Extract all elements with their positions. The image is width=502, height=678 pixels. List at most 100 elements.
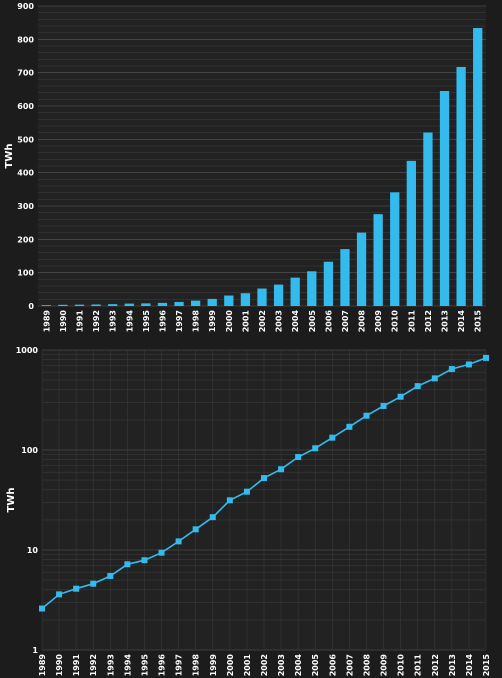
- x-tick-label: 2003: [275, 310, 284, 332]
- bar-2001: [240, 293, 251, 306]
- point-1998: [192, 526, 199, 533]
- x-tick-label: 1996: [158, 654, 167, 677]
- bar-1996: [157, 302, 168, 306]
- point-2013: [448, 366, 455, 373]
- x-tick-label: 2006: [324, 310, 333, 333]
- point-1990: [56, 591, 63, 598]
- y-tick-label: 900: [17, 2, 34, 11]
- bar-1991: [74, 304, 85, 306]
- bar-1989: [41, 305, 51, 306]
- bar-2007: [340, 249, 350, 306]
- x-tick-label: 1993: [106, 654, 115, 676]
- x-tick-label: 2001: [243, 654, 252, 677]
- bar-1995: [141, 303, 151, 306]
- y-axis-label: TWh: [4, 144, 15, 169]
- y-tick-label: 100: [17, 269, 34, 278]
- bar-2008: [356, 232, 367, 306]
- x-tick-label: 2010: [397, 654, 406, 677]
- x-tick-label: 2014: [465, 654, 474, 677]
- x-tick-label: 1989: [42, 310, 51, 333]
- point-1997: [175, 538, 182, 545]
- bar-2002: [257, 288, 267, 306]
- point-2008: [363, 412, 370, 419]
- x-tick-label: 1990: [55, 654, 64, 677]
- x-tick-label: 2012: [424, 310, 433, 332]
- y-tick-label: 500: [17, 135, 34, 144]
- point-1992: [90, 580, 97, 587]
- x-tick-label: 2004: [294, 654, 303, 677]
- x-tick-label: 2010: [391, 310, 400, 333]
- x-tick-label: 2000: [226, 654, 235, 677]
- point-1994: [124, 561, 131, 568]
- point-2015: [483, 354, 489, 361]
- bar-2003: [273, 284, 284, 306]
- y-axis-label: TWh: [6, 488, 17, 513]
- bar-2015: [473, 28, 483, 306]
- y-tick-label: 400: [17, 169, 34, 178]
- point-2009: [380, 402, 387, 409]
- x-tick-label: 2007: [345, 654, 354, 676]
- point-1996: [158, 549, 165, 556]
- bar-2009: [373, 214, 383, 306]
- x-tick-label: 2002: [260, 654, 269, 676]
- point-1991: [73, 585, 80, 592]
- y-tick-label: 100: [21, 446, 38, 455]
- y-tick-label: 600: [17, 102, 34, 111]
- bar-1994: [124, 303, 134, 306]
- bar-2000: [224, 295, 234, 306]
- y-tick-label: 0: [28, 302, 34, 311]
- point-1995: [141, 557, 148, 564]
- x-tick-label: 1995: [140, 654, 149, 677]
- x-tick-label: 1991: [72, 654, 81, 677]
- x-tick-label: 1998: [192, 654, 201, 677]
- point-2003: [278, 466, 285, 473]
- point-2000: [226, 497, 233, 504]
- point-2002: [261, 475, 267, 482]
- x-tick-label: 1990: [59, 310, 68, 333]
- point-2011: [414, 383, 421, 390]
- bar-2012: [423, 132, 433, 306]
- x-tick-label: 1994: [125, 310, 134, 333]
- x-tick-label: 1997: [175, 654, 184, 676]
- bar-1998: [190, 300, 201, 306]
- bar-2004: [290, 277, 300, 306]
- point-1993: [107, 572, 114, 579]
- bar-1992: [91, 304, 101, 306]
- y-tick-label: 1: [32, 646, 38, 655]
- y-tick-label: 700: [17, 69, 34, 78]
- x-tick-label: 1999: [208, 310, 217, 333]
- x-tick-label: 1996: [158, 310, 167, 333]
- x-tick-label: 2003: [277, 654, 286, 676]
- point-2001: [243, 488, 250, 495]
- x-tick-label: 2002: [258, 310, 267, 332]
- y-tick-label: 200: [17, 235, 34, 244]
- x-tick-label: 1993: [109, 310, 118, 332]
- x-tick-label: 2013: [448, 654, 457, 676]
- x-tick-label: 2012: [431, 654, 440, 676]
- x-tick-label: 2013: [441, 310, 450, 332]
- bar-1993: [108, 304, 118, 306]
- y-tick-label: 1000: [16, 346, 39, 355]
- x-tick-label: 2015: [474, 310, 483, 333]
- x-tick-label: 2008: [358, 310, 367, 333]
- x-tick-label: 1994: [123, 654, 132, 677]
- point-2012: [431, 375, 438, 382]
- bar-1999: [207, 298, 217, 306]
- x-tick-label: 2004: [291, 310, 300, 333]
- bar-chart: 0 100 200 300 400 500 600 700 800 900 TWh 1989 1990 1…: [4, 2, 486, 333]
- x-tick-label: 2007: [341, 310, 350, 332]
- point-2007: [346, 423, 353, 430]
- x-tick-label: 1992: [89, 654, 98, 676]
- bar-2013: [439, 91, 450, 306]
- point-2014: [465, 361, 472, 368]
- x-tick-label: 1998: [192, 310, 201, 333]
- x-tick-label: 1999: [209, 654, 218, 677]
- y-tick-label: 10: [27, 546, 39, 555]
- x-tick-label: 2009: [374, 310, 383, 333]
- bar-1997: [174, 301, 184, 306]
- plot-area: [38, 6, 486, 306]
- y-tick-label: 300: [17, 202, 34, 211]
- x-tick-label: 2000: [225, 310, 234, 333]
- point-2004: [295, 454, 302, 461]
- x-tick-label: 2015: [482, 654, 491, 677]
